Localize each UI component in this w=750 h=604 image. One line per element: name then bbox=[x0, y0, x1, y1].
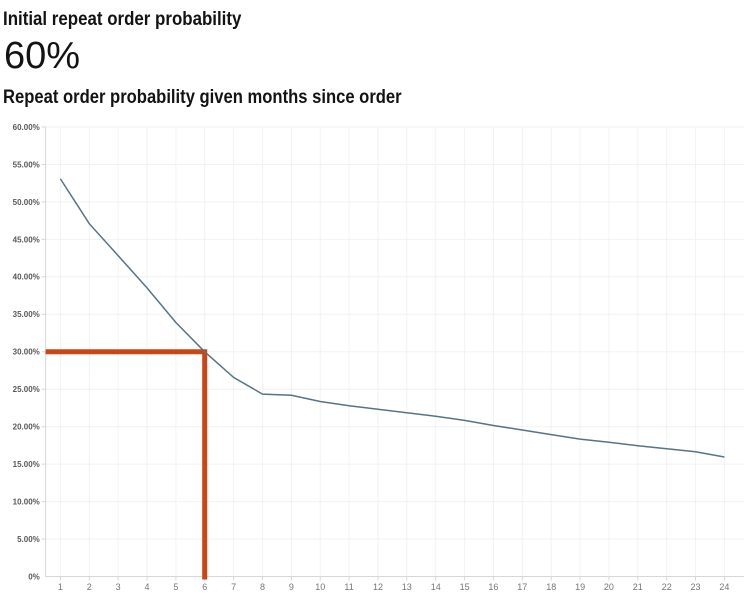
svg-text:13: 13 bbox=[402, 582, 412, 592]
svg-text:7: 7 bbox=[231, 582, 236, 592]
svg-text:17: 17 bbox=[517, 582, 527, 592]
svg-text:10: 10 bbox=[315, 582, 325, 592]
svg-text:35.00%: 35.00% bbox=[13, 310, 40, 319]
svg-text:15: 15 bbox=[460, 582, 470, 592]
svg-text:23: 23 bbox=[690, 582, 700, 592]
svg-text:40.00%: 40.00% bbox=[13, 273, 40, 282]
svg-text:25.00%: 25.00% bbox=[13, 385, 40, 394]
svg-text:10.00%: 10.00% bbox=[13, 498, 40, 507]
svg-text:14: 14 bbox=[431, 582, 441, 592]
svg-text:5.00%: 5.00% bbox=[17, 535, 40, 544]
svg-text:50.00%: 50.00% bbox=[13, 198, 40, 207]
svg-text:45.00%: 45.00% bbox=[13, 235, 40, 244]
svg-text:5: 5 bbox=[173, 582, 178, 592]
svg-text:20: 20 bbox=[604, 582, 614, 592]
svg-text:4: 4 bbox=[144, 582, 149, 592]
svg-text:20.00%: 20.00% bbox=[13, 423, 40, 432]
svg-text:30.00%: 30.00% bbox=[13, 348, 40, 357]
svg-text:55.00%: 55.00% bbox=[13, 160, 40, 169]
svg-text:8: 8 bbox=[260, 582, 265, 592]
svg-text:16: 16 bbox=[488, 582, 498, 592]
svg-text:18: 18 bbox=[546, 582, 556, 592]
svg-text:24: 24 bbox=[719, 582, 729, 592]
svg-text:15.00%: 15.00% bbox=[13, 460, 40, 469]
svg-text:0%: 0% bbox=[28, 572, 40, 581]
svg-text:12: 12 bbox=[373, 582, 383, 592]
svg-text:9: 9 bbox=[289, 582, 294, 592]
svg-text:2: 2 bbox=[87, 582, 92, 592]
svg-text:3: 3 bbox=[116, 582, 121, 592]
svg-text:1: 1 bbox=[58, 582, 63, 592]
svg-text:11: 11 bbox=[344, 582, 353, 592]
svg-text:21: 21 bbox=[633, 582, 643, 592]
svg-text:22: 22 bbox=[662, 582, 672, 592]
svg-text:6: 6 bbox=[202, 582, 207, 592]
svg-text:19: 19 bbox=[575, 582, 585, 592]
svg-text:60.00%: 60.00% bbox=[13, 123, 40, 132]
